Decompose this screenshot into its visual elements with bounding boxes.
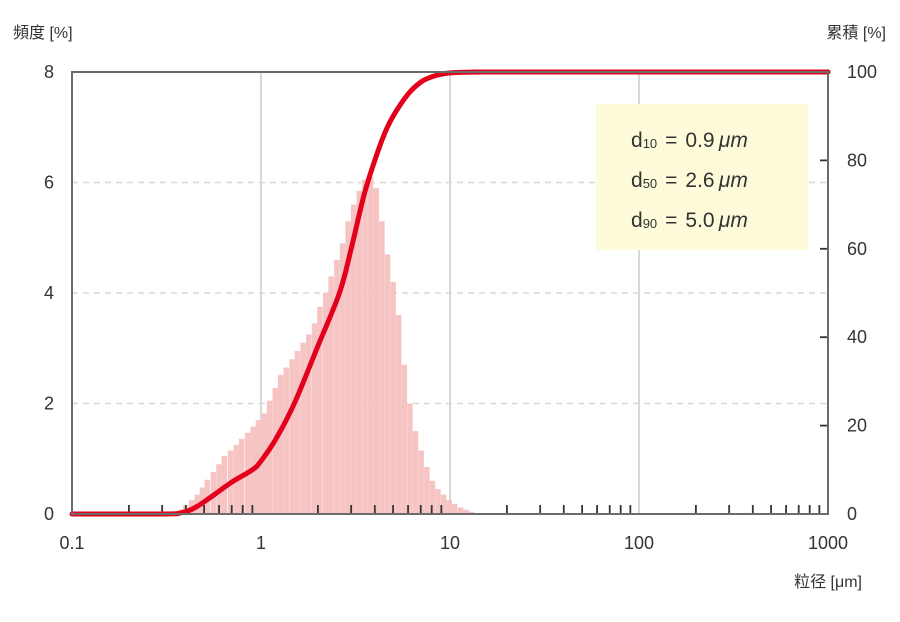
frequency-bar [384,254,391,514]
d50-symbol: d [631,169,643,192]
frequency-bar [294,351,301,514]
y-right-tick-label: 40 [847,327,867,347]
d90-annotation: d90 = 5.0 μm [631,202,808,242]
frequency-bar [322,293,329,514]
x-tick-label: 10 [440,533,460,553]
y-right-tick-label: 20 [847,416,867,436]
x-tick-label: 0.1 [59,533,84,553]
y-left-tick-label: 2 [44,394,54,414]
frequency-bar [390,281,396,514]
frequency-bar [440,494,447,514]
frequency-bar [395,315,402,514]
x-tick-label: 100 [624,533,654,553]
frequency-bar [350,204,357,514]
frequency-bar [328,276,334,514]
frequency-bar [463,509,470,514]
frequency-bar [266,400,273,514]
frequency-bar [401,364,408,514]
frequency-bar [306,334,312,514]
x-minor-ticks [127,71,828,515]
y-right-tick-label: 100 [847,62,877,82]
y-right-axis-title: 累積 [%] [826,24,886,42]
d10-unit: μm [718,129,748,152]
frequency-bar [339,243,346,514]
frequency-bar [261,413,267,514]
y-left-tick-label: 0 [44,504,54,524]
frequency-bar [283,367,289,514]
frequency-bar [367,176,374,514]
d10-value: 0.9 [685,129,715,152]
y-left-axis-title: 頻度 [%] [13,24,73,42]
y-right-tick-label: 0 [847,504,857,524]
x-tick-label: 1 [256,533,266,553]
y-left-tick-label: 8 [44,62,54,82]
frequency-bar [424,467,430,514]
y-right-tick-label: 60 [847,239,867,259]
frequency-bar [418,450,424,514]
frequency-bar [356,190,362,514]
frequency-bar [429,480,436,514]
frequency-bar [468,511,475,514]
frequency-bar [289,359,295,514]
d10-equals: = [665,129,678,152]
frequency-bar [446,500,453,514]
frequency-bar [362,179,368,515]
frequency-bar [373,188,379,514]
frequency-bar [458,507,464,514]
x-axis-title: 粒径 [μm] [794,573,862,591]
frequency-bar [407,403,413,514]
frequency-bar [317,306,323,514]
d50-value: 2.6 [685,169,715,192]
frequency-bar [435,489,441,514]
y-left-tick-label: 4 [44,283,54,303]
d50-annotation: d50 = 2.6 μm [631,162,808,202]
d90-symbol: d [631,209,643,232]
frequency-bars [178,176,475,515]
d50-subscript: 50 [642,176,658,191]
frequency-bar [300,342,306,514]
y-left-tick-label: 6 [44,173,54,193]
frequency-bar [272,388,279,514]
annotation-box: d10 = 0.9 μm d50 = 2.6 μm d90 = 5.0 μm [596,104,808,250]
d90-value: 5.0 [685,209,715,232]
frequency-bar [452,504,458,514]
frequency-bar [379,221,385,515]
d10-annotation: d10 = 0.9 μm [631,122,808,162]
d90-equals: = [665,209,678,232]
d90-unit: μm [718,209,748,232]
frequency-bar [277,374,284,514]
y-right-tick-label: 80 [847,150,867,170]
frequency-bar [334,259,340,514]
plot-frame [71,71,829,515]
frequency-bar [345,221,351,515]
d50-equals: = [665,169,678,192]
d90-subscript: 90 [642,216,658,231]
d10-subscript: 10 [642,136,658,151]
d10-symbol: d [631,129,643,152]
frequency-bar [412,431,419,514]
d50-unit: μm [718,169,748,192]
x-tick-label: 1000 [808,533,848,553]
frequency-bar [311,323,318,514]
